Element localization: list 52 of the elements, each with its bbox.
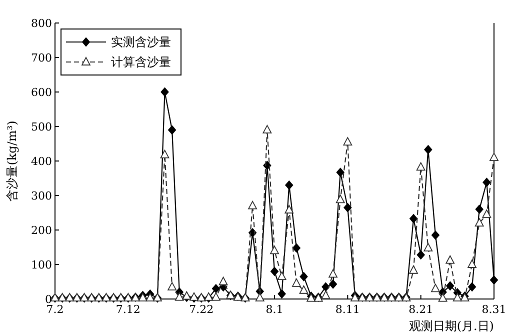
- legend-label: 实测含沙量: [111, 35, 171, 50]
- point: [490, 152, 498, 161]
- point: [277, 272, 286, 280]
- point: [336, 194, 345, 204]
- point: [343, 137, 352, 146]
- point: [168, 282, 177, 290]
- point: [146, 293, 155, 302]
- point: [416, 162, 426, 171]
- y-axis-title: 含沙量(kg/m³): [5, 120, 19, 202]
- point: [452, 293, 462, 302]
- x-axis-title: 观测日期(月.日): [408, 319, 494, 333]
- point: [248, 200, 257, 210]
- point: [438, 293, 448, 302]
- legend-label: 计算含沙量: [111, 55, 171, 70]
- point: [262, 125, 272, 134]
- x-tick-label: 7.12: [116, 303, 140, 316]
- x-tick-label: 8.31: [482, 303, 506, 316]
- point: [182, 291, 192, 300]
- y-tick-label: 800: [31, 16, 52, 30]
- point: [212, 292, 220, 301]
- y-tick-label: 300: [31, 189, 52, 202]
- y-tick-label: 700: [31, 51, 52, 64]
- point: [474, 218, 484, 227]
- point: [284, 205, 294, 214]
- point: [160, 150, 170, 158]
- x-tick-label: 8.21: [408, 303, 434, 316]
- point: [468, 260, 476, 268]
- point: [270, 246, 279, 254]
- point: [350, 293, 360, 302]
- y-tick-label: 600: [31, 86, 52, 99]
- x-tick-label: 7.2: [46, 303, 64, 316]
- point: [482, 210, 492, 218]
- point: [138, 293, 148, 302]
- point: [321, 290, 330, 299]
- point: [218, 276, 228, 286]
- y-tick-label: 400: [31, 154, 52, 168]
- point: [328, 269, 338, 278]
- x-tick-label: 8.11: [335, 303, 360, 316]
- y-tick-label: 100: [31, 258, 52, 272]
- y-tick-label: 0: [45, 292, 52, 306]
- point: [292, 278, 301, 287]
- point: [424, 242, 433, 252]
- y-tick-label: 500: [31, 120, 52, 134]
- y-tick-label: 200: [31, 224, 52, 237]
- point: [431, 284, 440, 292]
- x-tick-label: 7.22: [189, 303, 214, 316]
- point: [409, 265, 418, 274]
- point: [446, 255, 455, 264]
- point: [299, 285, 308, 294]
- x-tick-label: 8.1: [266, 303, 284, 316]
- point: [255, 293, 264, 302]
- point: [174, 292, 184, 301]
